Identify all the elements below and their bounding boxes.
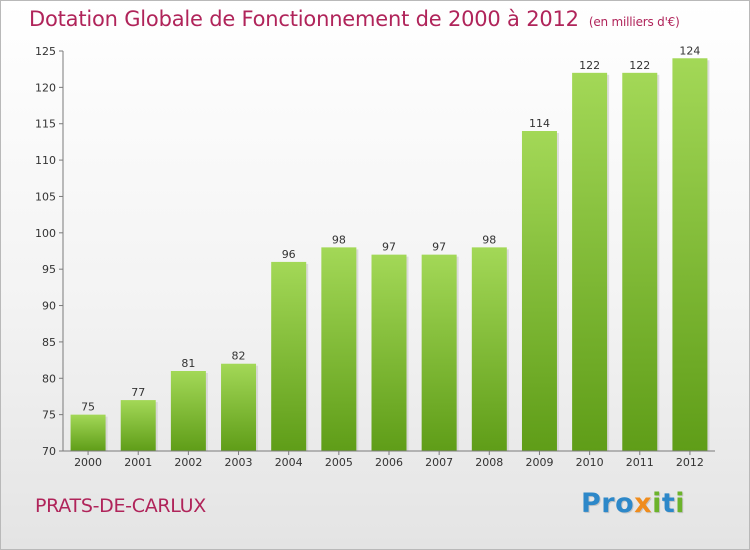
y-tick-label: 70 [42,445,56,458]
x-tick-label: 2010 [576,456,604,469]
chart-title: Dotation Globale de Fonctionnement de 20… [29,7,680,31]
x-tick-label: 2006 [375,456,403,469]
y-tick-label: 95 [42,263,56,276]
bar [672,58,708,451]
x-tick-label: 2009 [525,456,553,469]
bar [622,72,658,452]
x-tick-label: 2003 [225,456,253,469]
bar-value-label: 81 [181,357,195,370]
x-tick-label: 2001 [124,456,152,469]
bar [170,371,206,451]
chart-subtitle: (en milliers d'€) [588,15,680,29]
bar-value-label: 97 [432,241,446,254]
y-tick-label: 115 [35,118,56,131]
bar-value-label: 122 [629,59,650,72]
bar [321,247,357,451]
y-tick-label: 80 [42,372,56,385]
x-tick-label: 2002 [174,456,202,469]
bar-value-label: 97 [382,241,396,254]
y-tick-label: 120 [35,81,56,94]
y-tick-label: 105 [35,190,56,203]
y-tick-label: 85 [42,336,56,349]
logo-part-i: i [652,488,662,519]
bar [120,400,156,451]
bar [471,247,507,451]
commune-name: PRATS-DE-CARLUX [35,495,206,517]
x-tick-label: 2005 [325,456,353,469]
logo-part-pro: Pro [581,488,635,519]
bar [572,72,608,452]
y-tick-label: 110 [35,154,56,167]
bar-value-label: 82 [232,350,246,363]
bar-value-label: 122 [579,59,600,72]
x-tick-label: 2012 [676,456,704,469]
logo-part-i2: i [675,488,686,519]
bar [421,254,457,451]
bar-value-label: 114 [529,117,550,130]
x-tick-label: 2011 [626,456,654,469]
y-tick-label: 100 [35,227,56,240]
x-tick-label: 2008 [475,456,503,469]
bar [271,261,307,451]
proxiti-logo: Proxiti [581,488,685,519]
bar-value-label: 75 [81,401,95,414]
logo-part-t: t [661,488,676,519]
bar [371,254,407,451]
bars-group: 75 77 81 82 96 98 97 97 98 114 122 122 124 [70,44,710,452]
bar [70,414,106,451]
chart-title-text: Dotation Globale de Fonctionnement de 20… [29,7,579,31]
bar [521,131,557,451]
bar-value-label: 77 [131,386,145,399]
y-tick-label: 125 [35,45,56,58]
bar [221,363,257,451]
bar-value-label: 96 [282,248,296,261]
bar-value-label: 124 [679,44,700,57]
y-tick-label: 90 [42,300,56,313]
x-tick-label: 2007 [425,456,453,469]
logo-part-x: x [634,488,653,519]
x-tick-label: 2004 [275,456,303,469]
x-tick-label: 2000 [74,456,102,469]
bar-value-label: 98 [482,233,496,246]
axes-group: 2000 2001 2002 2003 2004 2005 2006 2007 2008 2009… [35,45,715,469]
bar-value-label: 98 [332,233,346,246]
y-tick-label: 75 [42,409,56,422]
